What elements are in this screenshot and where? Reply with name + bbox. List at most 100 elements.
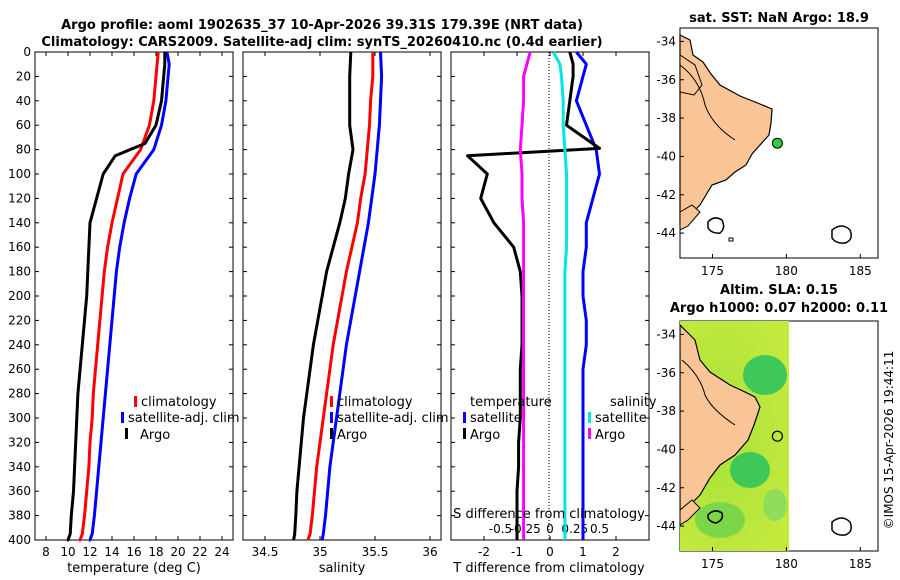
temperature-panel: 8 10 12 14 16 18 20 22 2402040608010012014016018… [8, 45, 240, 576]
y-tick-label: 400 [8, 533, 31, 547]
legend-label-satellite: satellite-adj. clim [128, 411, 240, 426]
x-tick-label: 10 [60, 545, 75, 559]
series-line-s-satellite [551, 51, 568, 540]
lat-tick-label: -44 [656, 226, 676, 240]
contour-line [679, 64, 736, 141]
series-line-satellite-adj-clim [88, 51, 171, 542]
lat-tick-label: -36 [656, 366, 676, 380]
sla-map: Altim. SLA: 0.15 Argo h1000: 0.07 h2000:… [656, 283, 888, 571]
x-tick-label: 16 [126, 545, 141, 559]
lat-tick-label: -42 [656, 188, 676, 202]
y-tick-label: 380 [8, 509, 31, 523]
legend-label-satellite: satellite-adj. clim [337, 411, 449, 426]
legend-swatch-t-satellite [463, 412, 466, 423]
chatham-islands-2 [831, 517, 852, 536]
sst-map-title: sat. SST: NaN Argo: 18.9 [689, 11, 869, 26]
t-difference-xlabel: T difference from climatology [452, 561, 645, 576]
y-tick-label: 60 [16, 118, 31, 132]
x-tick-label: 14 [104, 545, 119, 559]
y-tick-label: 300 [8, 411, 31, 425]
lat-tick-label: -36 [656, 73, 676, 87]
series-line-t-argo [466, 51, 601, 540]
x-tick-label: 22 [192, 545, 207, 559]
lon-tick-label: 180 [775, 557, 798, 571]
legend-swatch-satellite [330, 412, 333, 423]
y-tick-label: 280 [8, 387, 31, 401]
legend-swatch-argo [125, 428, 128, 439]
chatham-islands-2 [831, 225, 852, 244]
y-tick-label: 200 [8, 289, 31, 303]
lat-tick-label: -34 [656, 327, 676, 341]
legend-label-climatology: climatology [141, 395, 217, 410]
sla-map-title-line1: Altim. SLA: 0.15 [720, 283, 838, 298]
legend-label-argo: Argo [140, 428, 170, 443]
x-tick-label: 34.5 [252, 545, 279, 559]
difference-legend: temperature satellite Argo salinity sate… [463, 395, 657, 443]
lon-tick-label: 175 [701, 264, 724, 278]
x-tick-label: 24 [214, 545, 229, 559]
lat-tick-label: -40 [656, 442, 676, 456]
south-island-shape [680, 499, 701, 526]
lat-tick-label: -42 [656, 481, 676, 495]
legend-swatch-s-argo [588, 428, 591, 439]
legend-swatch-climatology [330, 396, 333, 407]
x-tick-label: 2 [612, 545, 620, 559]
lon-tick-label: 185 [849, 264, 872, 278]
title-line1: Argo profile: aoml 1902635_37 10-Apr-202… [61, 18, 583, 33]
lon-tick-label: 185 [849, 557, 872, 571]
sst-map-land [679, 34, 852, 244]
legend-label-s-satellite: satellite [595, 411, 647, 426]
chatham-islands-1 [707, 510, 724, 524]
s-diff-tick-label: -0.25 [510, 522, 541, 536]
s-diff-tick-label: 0.25 [561, 522, 588, 536]
y-tick-label: 240 [8, 338, 31, 352]
temperature-xlabel: temperature (deg C) [67, 561, 201, 576]
lon-tick-label: 175 [701, 557, 724, 571]
x-tick-label: 12 [82, 545, 97, 559]
small-island [728, 237, 734, 242]
temperature-axes-frame [34, 51, 234, 541]
lat-tick-label: -40 [656, 149, 676, 163]
legend-swatch-t-argo [463, 428, 466, 439]
legend-swatch-s-satellite [588, 412, 591, 423]
legend-label-climatology: climatology [337, 395, 413, 410]
series-line-t-satellite [574, 51, 601, 540]
series-line-climatology [78, 51, 160, 542]
series-line-climatology [306, 52, 375, 541]
y-tick-label: 0 [23, 45, 31, 59]
s-difference-label: S difference from climatology [453, 507, 645, 522]
legend-label-t-argo: Argo [470, 428, 500, 443]
legend-swatch-satellite [121, 412, 124, 423]
y-tick-label: 160 [8, 240, 31, 254]
argo-location-marker [771, 430, 784, 442]
legend-label-s-argo: Argo [595, 428, 625, 443]
legend-swatch-argo [330, 428, 333, 439]
x-tick-label: 20 [170, 545, 185, 559]
y-tick-label: 140 [8, 216, 31, 230]
chatham-islands-1 [707, 217, 725, 234]
legend-swatch-climatology [134, 396, 137, 407]
argo-location-marker [771, 137, 783, 149]
sla-anomaly-1 [743, 355, 787, 395]
legend-title-temperature: temperature [470, 395, 552, 410]
y-tick-label: 260 [8, 362, 31, 376]
s-diff-tick-label: -0.5 [489, 522, 512, 536]
x-tick-label: 35 [312, 545, 327, 559]
copyright-credit: ©IMOS 15-Apr-2026 19:44:11 [882, 351, 896, 530]
lat-tick-label: -38 [656, 111, 676, 125]
lon-tick-label: 180 [775, 264, 798, 278]
salinity-legend: climatology satellite-adj. clim Argo [330, 395, 449, 443]
difference-panel: -2 -1 0 1 2 -0.5-0.25 0 0.25 0.5 T difference fr… [450, 51, 657, 576]
x-tick-label: -1 [511, 545, 523, 559]
north-island-shape [679, 34, 773, 227]
series-line-argo [66, 52, 167, 542]
sla-field [680, 321, 789, 551]
salinity-panel: 34.5 35 35.5 36 salinity climatology satell… [242, 51, 449, 576]
y-tick-label: 80 [16, 143, 31, 157]
sla-anomaly-2 [730, 452, 770, 488]
lat-tick-label: -34 [656, 34, 676, 48]
temperature-legend: climatology satellite-adj. clim Argo [121, 395, 240, 443]
y-tick-label: 20 [16, 69, 31, 83]
sst-map: sat. SST: NaN Argo: 18.9 175 180 185 -34 -36… [656, 11, 879, 278]
